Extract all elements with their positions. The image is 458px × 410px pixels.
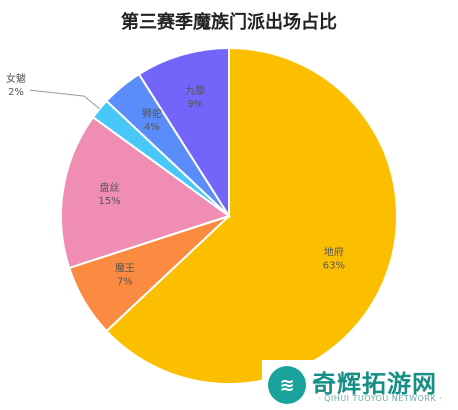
- slice-percent-3: 2%: [8, 87, 24, 98]
- pie-slice-0: [105, 46, 398, 385]
- slice-label-4: 狮驼: [142, 107, 162, 120]
- slice-percent-5: 9%: [187, 99, 203, 110]
- watermark-subtitle: · QIHUI TUOYOU NETWORK ·: [318, 394, 443, 403]
- slice-percent-4: 4%: [144, 122, 160, 133]
- slice-percent-1: 7%: [117, 277, 133, 288]
- watermark: ≋ 奇辉拓游网 · QIHUI TUOYOU NETWORK ·: [262, 360, 458, 410]
- chart-title: 第三赛季魔族门派出场占比: [121, 12, 337, 33]
- leader-line-3: [29, 89, 100, 110]
- slice-percent-2: 15%: [98, 196, 120, 207]
- slice-label-5: 九黎: [185, 84, 205, 97]
- slice-percent-0: 63%: [323, 260, 345, 271]
- slice-label-1: 魔王: [115, 262, 135, 275]
- slice-label-3: 女魃: [6, 72, 26, 85]
- pie-slice-2: [60, 115, 232, 270]
- slice-label-0: 地府: [324, 245, 344, 258]
- watermark-logo-icon: ≋: [268, 366, 306, 404]
- slice-label-2: 盘丝: [100, 181, 120, 194]
- pie-slice-5: [137, 46, 230, 220]
- watermark-name: 奇辉拓游网: [312, 370, 437, 398]
